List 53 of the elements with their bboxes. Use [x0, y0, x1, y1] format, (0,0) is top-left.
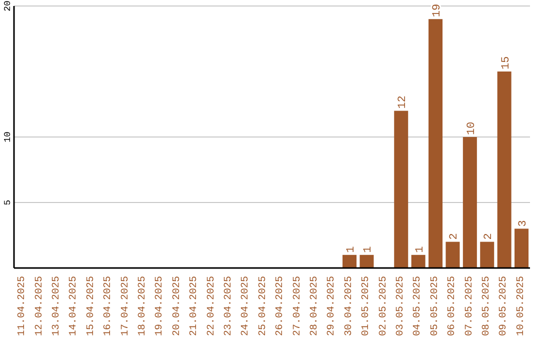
data-label: 15: [500, 56, 512, 70]
x-tick-label: 21.04.2025: [189, 276, 200, 336]
data-label: 3: [518, 220, 530, 227]
data-label: 2: [448, 233, 461, 240]
x-tick-label: 25.04.2025: [258, 276, 269, 336]
x-tick-label: 16.04.2025: [103, 276, 114, 336]
x-tick-label: 04.05.2025: [412, 276, 424, 336]
x-tick-label: 08.05.2025: [482, 276, 492, 336]
y-tick-label: 10: [3, 132, 13, 142]
x-tick-label: 17.04.2025: [120, 276, 132, 336]
data-label: 1: [346, 246, 358, 253]
data-label: 1: [362, 246, 375, 253]
y-tick-label: 5: [3, 200, 13, 206]
x-tick-label: 29.04.2025: [326, 276, 338, 336]
bar: [497, 72, 512, 268]
bar: [514, 228, 529, 268]
data-label: 19: [432, 4, 444, 18]
bar: [480, 242, 494, 268]
x-tick-label: 30.04.2025: [344, 276, 355, 336]
x-tick-label: 28.04.2025: [310, 276, 320, 336]
y-tick-label: 20: [3, 0, 13, 12]
x-tick-label: 12.04.2025: [34, 276, 46, 336]
x-tick-label: 23.04.2025: [224, 276, 234, 336]
x-tick-label: 22.04.2025: [206, 276, 218, 336]
x-tick-label: 26.04.2025: [275, 276, 286, 336]
x-tick-label: 11.04.2025: [17, 276, 28, 336]
x-tick-label: 20.04.2025: [172, 276, 183, 336]
bar: [360, 254, 374, 268]
x-tick-label: 09.05.2025: [498, 276, 510, 336]
x-tick-label: 19.04.2025: [154, 276, 166, 336]
x-tick-label: 27.04.2025: [292, 276, 304, 336]
x-tick-label: 01.05.2025: [361, 276, 372, 336]
data-label: 1: [414, 246, 426, 253]
x-tick-label: 02.05.2025: [378, 276, 390, 336]
bar: [394, 110, 408, 268]
bar: [446, 242, 460, 268]
x-tick-label: 07.05.2025: [464, 276, 476, 336]
x-tick-label: 03.05.2025: [396, 276, 406, 336]
bar: [411, 254, 426, 268]
x-tick-label: 05.05.2025: [430, 276, 441, 336]
bar: [342, 254, 357, 268]
data-label: 2: [483, 233, 496, 240]
x-tick-label: 10.05.2025: [516, 276, 527, 336]
data-label: 10: [466, 122, 478, 135]
x-tick-label: 06.05.2025: [447, 276, 458, 336]
x-tick-label: 18.04.2025: [138, 276, 148, 336]
x-tick-label: 15.04.2025: [86, 276, 97, 336]
x-tick-label: 13.04.2025: [52, 276, 62, 336]
bar: [462, 137, 477, 268]
x-tick-label: 24.04.2025: [240, 276, 252, 336]
bar: [428, 19, 443, 268]
data-label: 12: [397, 96, 410, 109]
x-tick-label: 14.04.2025: [68, 276, 80, 336]
